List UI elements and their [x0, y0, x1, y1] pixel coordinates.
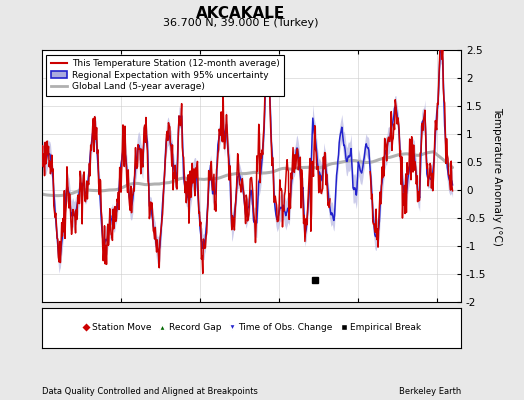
Y-axis label: Temperature Anomaly (°C): Temperature Anomaly (°C)	[492, 106, 502, 246]
Legend: This Temperature Station (12-month average), Regional Expectation with 95% uncer: This Temperature Station (12-month avera…	[47, 54, 284, 96]
Legend: Station Move, Record Gap, Time of Obs. Change, Empirical Break: Station Move, Record Gap, Time of Obs. C…	[79, 321, 424, 335]
Text: 36.700 N, 39.000 E (Turkey): 36.700 N, 39.000 E (Turkey)	[163, 18, 319, 28]
Text: Data Quality Controlled and Aligned at Breakpoints: Data Quality Controlled and Aligned at B…	[42, 387, 258, 396]
Text: AKCAKALE: AKCAKALE	[196, 6, 286, 21]
Text: Berkeley Earth: Berkeley Earth	[399, 387, 461, 396]
